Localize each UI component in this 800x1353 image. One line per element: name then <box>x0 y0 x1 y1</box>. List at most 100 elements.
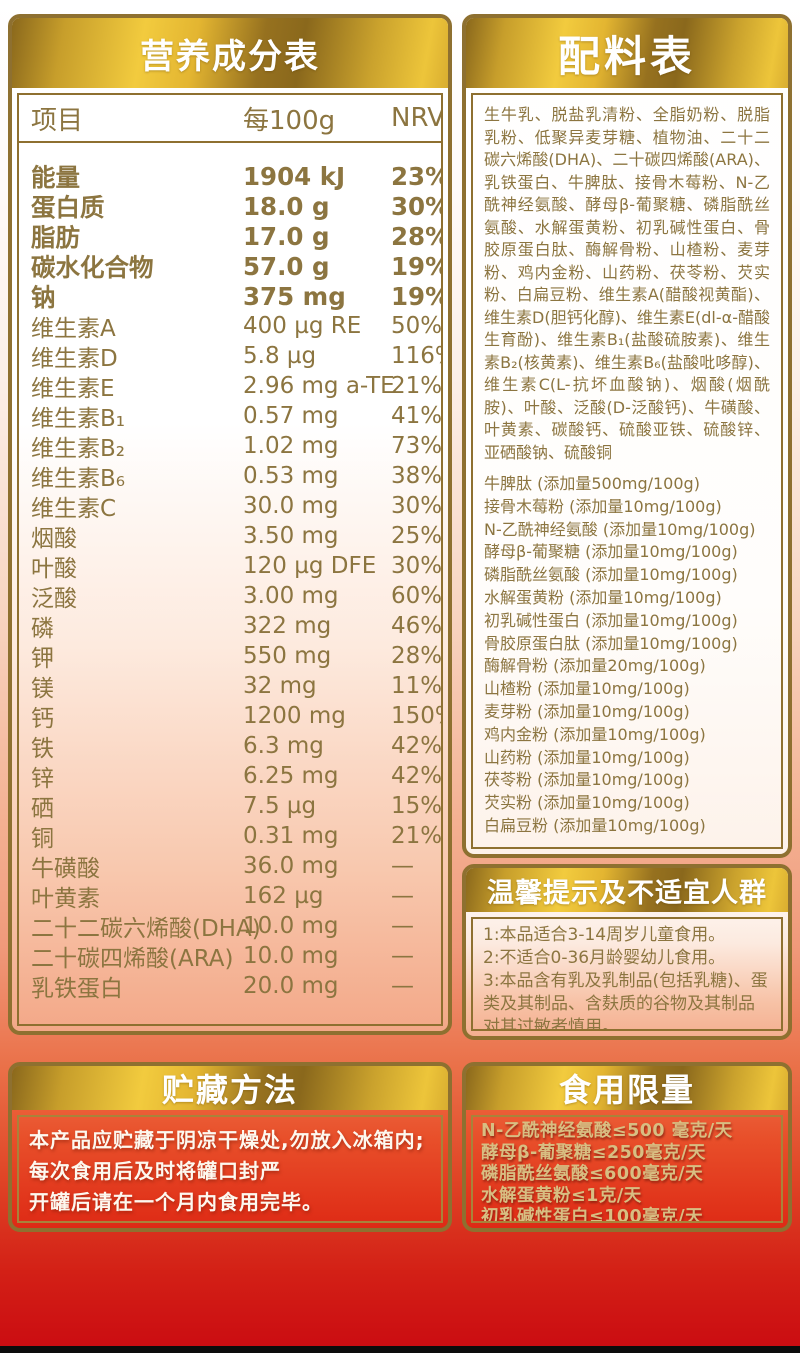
nutrient-amount: 7.5 µg <box>243 793 317 819</box>
limit-line: 初乳碱性蛋白≤100毫克/天 <box>481 1207 704 1223</box>
nutrient-name: 泛酸 <box>31 586 77 612</box>
table-row: 锌 6.25 mg 42% <box>19 759 441 792</box>
column-header-nrv: NRV% <box>391 103 441 133</box>
nutrient-nrv: 19% <box>391 282 441 311</box>
nutrient-nrv: 30% <box>391 553 443 579</box>
additive-line: 水解蛋黄粉 (添加量10mg/100g) <box>484 587 722 607</box>
nutrient-name: 维生素C <box>31 496 117 522</box>
nutrient-nrv: 38% <box>391 463 443 489</box>
storage-line: 本产品应贮藏于阴凉干燥处,勿放入冰箱内; <box>29 1128 425 1152</box>
table-row: 维生素B₂ 1.02 mg 73% <box>19 429 443 462</box>
additive-line: 初乳碱性蛋白 (添加量10mg/100g) <box>484 610 738 630</box>
table-row: 叶酸 120 µg DFE 30% <box>19 549 443 582</box>
nutrient-amount: 6.3 mg <box>243 733 324 759</box>
nutrient-amount: 57.0 g <box>243 252 330 281</box>
additive-line: 山药粉 (添加量10mg/100g) <box>484 747 690 767</box>
nutrient-nrv: 73% <box>391 433 443 459</box>
nutrient-nrv: 19% <box>391 252 441 281</box>
nutrient-nrv: 23% <box>391 162 441 191</box>
table-row: 二十碳四烯酸(ARA) 10.0 mg — <box>19 939 441 972</box>
table-row: 铁 6.3 mg 42% <box>19 729 443 762</box>
nutrient-name: 镁 <box>31 676 54 702</box>
nutrient-amount: 0.53 mg <box>243 463 339 489</box>
table-row: 钾 550 mg 28% <box>19 639 441 672</box>
table-row: 二十二碳六烯酸(DHA) 10.0 mg — <box>19 909 441 942</box>
nutrient-amount: 10.0 mg <box>243 913 339 939</box>
nutrient-nrv: 11% <box>391 673 443 699</box>
additive-line: 接骨木莓粉 (添加量10mg/100g) <box>484 496 722 516</box>
nutrient-nrv: 50% <box>391 313 443 339</box>
nutrient-nrv: 21% <box>391 373 443 399</box>
additive-line: 鸡内金粉 (添加量10mg/100g) <box>484 724 706 744</box>
nutrient-nrv: 25% <box>391 523 443 549</box>
nutrient-amount: 17.0 g <box>243 222 330 251</box>
table-row: 硒 7.5 µg 15% <box>19 789 443 822</box>
table-row: 叶黄素 162 µg — <box>19 879 441 912</box>
storage-line: 开罐后请在一个月内食用完毕。 <box>29 1190 323 1214</box>
nutrient-nrv: — <box>391 973 414 999</box>
nutrient-name: 叶黄素 <box>31 886 100 912</box>
nutrient-nrv: 28% <box>391 222 441 251</box>
tips-body: 1:本品适合3-14周岁儿童食用。 2:不适合0-36月龄婴幼儿食用。 3:本品… <box>471 917 783 1031</box>
nutrient-amount: 30.0 mg <box>243 493 339 519</box>
ingredients-panel: 配料表 生牛乳、脱盐乳清粉、全脂奶粉、脱脂乳粉、低聚异麦芽糖、植物油、二十二碳六… <box>462 14 792 858</box>
nutrient-nrv: 46% <box>391 613 443 639</box>
left-column: 营养成分表 项目 每100g NRV% 能量 1904 kJ 23% <box>8 14 452 1232</box>
limits-body: N-乙酰神经氨酸≤500 毫克/天 酵母β-葡聚糖≤250毫克/天 磷脂酰丝氨酸… <box>471 1115 783 1223</box>
bottom-black-bar <box>0 1346 800 1353</box>
nutrition-rows: 能量 1904 kJ 23% 蛋白质 18.0 g 30% 脂肪 <box>19 143 443 1002</box>
nutrient-name: 牛磺酸 <box>31 856 100 882</box>
table-row: 泛酸 3.00 mg 60% <box>19 579 441 612</box>
nutrient-name: 维生素A <box>31 316 116 342</box>
nutrient-name: 乳铁蛋白 <box>31 976 123 1002</box>
nutrient-nrv: 15% <box>391 793 443 819</box>
nutrient-name: 维生素B₂ <box>31 436 125 462</box>
nutrient-nrv: 42% <box>391 733 443 759</box>
nutrient-amount: 550 mg <box>243 643 332 669</box>
limit-line: N-乙酰神经氨酸≤500 毫克/天 <box>481 1121 733 1141</box>
additive-line: 骨胶原蛋白肽 (添加量10mg/100g) <box>484 633 738 653</box>
storage-line: 每次食用后及时将罐口封严 <box>29 1159 281 1183</box>
table-row: 维生素B₆ 0.53 mg 38% <box>19 459 443 492</box>
nutrition-panel-title: 营养成分表 <box>12 18 448 88</box>
nutrient-name: 叶酸 <box>31 556 77 582</box>
tip-line: 3:本品含有乳及乳制品(包括乳糖)、蛋类及其制品、含麸质的谷物及其制品对其过敏者… <box>483 971 768 1031</box>
table-row: 维生素A 400 µg RE 50% <box>19 309 443 342</box>
nutrient-amount: 0.31 mg <box>243 823 339 849</box>
table-row: 磷 322 mg 46% <box>19 609 443 642</box>
nutrient-amount: 3.50 mg <box>243 523 339 549</box>
nutrient-nrv: 30% <box>391 493 443 519</box>
nutrient-amount: 322 mg <box>243 613 332 639</box>
nutrient-name: 蛋白质 <box>31 193 105 222</box>
nutrient-amount: 3.00 mg <box>243 583 339 609</box>
tips-panel: 温馨提示及不适宜人群 1:本品适合3-14周岁儿童食用。 2:不适合0-36月龄… <box>462 864 792 1040</box>
nutrient-name: 铜 <box>31 826 54 852</box>
label-layout: 营养成分表 项目 每100g NRV% 能量 1904 kJ 23% <box>8 14 792 1232</box>
ingredients-additives: 牛脾肽 (添加量500mg/100g) 接骨木莓粉 (添加量10mg/100g)… <box>484 473 770 838</box>
limits-panel-title: 食用限量 <box>466 1066 788 1110</box>
nutrient-nrv: — <box>391 883 414 909</box>
nutrient-nrv: 30% <box>391 192 441 221</box>
table-row: 乳铁蛋白 20.0 mg — <box>19 969 441 1002</box>
nutrient-amount: 36.0 mg <box>243 853 339 879</box>
nutrient-nrv: 116% <box>391 343 441 369</box>
nutrient-nrv: — <box>391 943 414 969</box>
table-row: 维生素D 5.8 µg 116% <box>19 339 441 372</box>
nutrient-name: 脂肪 <box>31 223 80 252</box>
nutrient-amount: 400 µg RE <box>243 313 362 339</box>
table-row: 碳水化合物 57.0 g 19% <box>19 249 441 282</box>
table-row: 烟酸 3.50 mg 25% <box>19 519 443 552</box>
table-row: 牛磺酸 36.0 mg — <box>19 849 441 882</box>
nutrient-name: 铁 <box>31 736 54 762</box>
table-row: 维生素C 30.0 mg 30% <box>19 489 443 522</box>
table-row: 脂肪 17.0 g 28% <box>19 219 441 252</box>
tip-line: 2:不适合0-36月龄婴幼儿食用。 <box>483 948 726 968</box>
nutrient-name: 二十碳四烯酸(ARA) <box>31 946 234 972</box>
tip-line: 1:本品适合3-14周岁儿童食用。 <box>483 925 726 945</box>
additive-line: 白扁豆粉 (添加量10mg/100g) <box>484 815 706 835</box>
nutrient-name: 钾 <box>31 646 54 672</box>
nutrient-amount: 6.25 mg <box>243 763 339 789</box>
nutrient-name: 能量 <box>31 163 80 192</box>
nutrient-amount: 1200 mg <box>243 703 346 729</box>
nutrient-name: 维生素B₁ <box>31 406 125 432</box>
